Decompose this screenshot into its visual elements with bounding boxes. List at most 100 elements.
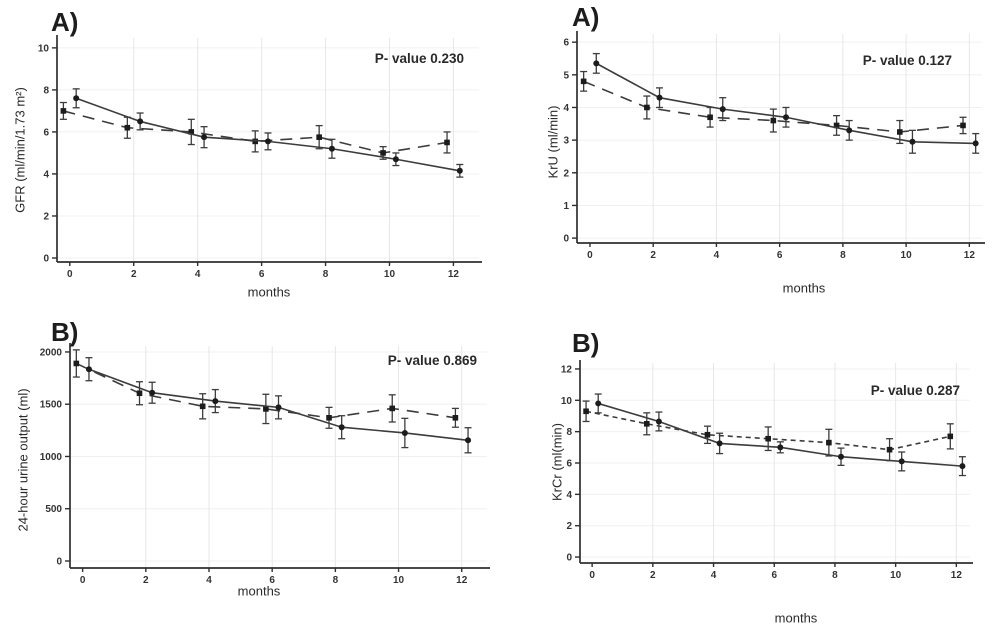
y-tick-label: 1 <box>563 201 569 212</box>
marker-square <box>826 439 832 446</box>
marker-circle <box>85 366 92 373</box>
marker-circle <box>719 106 726 113</box>
marker-circle <box>392 156 399 163</box>
x-tick-label: 12 <box>456 575 468 586</box>
p-value-urine: P- value 0.869 <box>387 353 477 368</box>
marker-circle <box>149 389 156 396</box>
marker-circle <box>838 453 845 460</box>
marker-circle <box>212 398 219 405</box>
marker-circle <box>655 418 662 425</box>
x-tick-label: 8 <box>840 250 846 261</box>
marker-circle <box>898 458 905 465</box>
x-axis-label-krcr: months <box>774 610 818 626</box>
x-tick-label: 0 <box>67 269 73 280</box>
y-tick-label: 8 <box>566 427 572 438</box>
y-tick-label: 5 <box>563 70 569 81</box>
marker-circle <box>595 400 602 407</box>
y-tick-label: 0 <box>56 556 62 567</box>
y-tick-label: 1000 <box>40 452 63 463</box>
x-tick-label: 6 <box>771 570 777 581</box>
x-tick-label: 8 <box>333 575 339 586</box>
y-tick-label: 8 <box>43 85 49 96</box>
x-tick-label: 2 <box>650 570 656 581</box>
x-axis-label-urine: months <box>237 583 281 599</box>
urine-output-plot: 0 2 4 6 8 10 12 2000 1500 1000 500 0 <box>40 343 490 586</box>
x-tick-label: 10 <box>901 250 913 261</box>
marker-square <box>643 421 650 427</box>
p-value-kru: P- value 0.127 <box>862 53 952 68</box>
marker-square <box>326 415 332 421</box>
marker-circle <box>456 167 463 174</box>
marker-square <box>389 405 396 412</box>
gfr-plot: 0 2 4 6 8 10 12 10 8 6 4 2 0 <box>38 35 482 280</box>
y-axis-label-gfr: GFR (ml/min/1.73 m²) <box>12 87 28 213</box>
marker-circle <box>972 140 979 147</box>
panel-label-krcr: B) <box>572 328 600 358</box>
marker-square <box>60 108 67 114</box>
x-tick-label: 0 <box>587 250 593 261</box>
marker-square <box>263 406 269 412</box>
y-tick-label: 6 <box>563 38 569 49</box>
p-value-gfr: P- value 0.230 <box>374 51 464 66</box>
marker-circle <box>656 94 663 101</box>
marker-square <box>704 431 711 438</box>
marker-square <box>770 117 777 124</box>
y-tick-label: 4 <box>43 169 49 180</box>
x-tick-label: 4 <box>195 269 201 280</box>
marker-circle <box>716 440 723 447</box>
y-axis-label-urine: 24-hour urine output (ml) <box>15 388 31 532</box>
marker-square <box>644 104 650 111</box>
y-tick-label: 6 <box>566 459 572 470</box>
marker-square <box>188 129 195 135</box>
marker-circle <box>73 95 80 102</box>
marker-circle <box>782 114 789 121</box>
y-tick-label: 2 <box>566 521 572 532</box>
x-tick-label: 6 <box>259 269 265 280</box>
x-tick-label: 10 <box>890 570 902 581</box>
panel-label-urine: B) <box>51 317 79 347</box>
x-tick-label: 2 <box>131 269 137 280</box>
x-axis-label-gfr: months <box>247 284 291 300</box>
x-tick-label: 10 <box>384 269 396 280</box>
x-tick-label: 8 <box>323 269 329 280</box>
y-tick-label: 6 <box>43 127 49 138</box>
marker-circle <box>909 138 916 145</box>
krcr-plot: 0 2 4 6 8 10 12 12 10 8 6 4 2 0 <box>561 360 973 581</box>
marker-circle <box>338 424 345 431</box>
marker-square <box>252 138 259 145</box>
x-tick-label: 6 <box>777 250 783 261</box>
x-tick-label: 10 <box>393 575 405 586</box>
x-tick-label: 0 <box>589 570 595 581</box>
y-tick-label: 500 <box>45 504 62 515</box>
x-tick-label: 8 <box>832 570 838 581</box>
y-tick-label: 3 <box>563 136 569 147</box>
marker-circle <box>328 145 335 152</box>
marker-square <box>316 134 322 140</box>
x-tick-label: 12 <box>964 250 976 261</box>
marker-square <box>124 124 131 131</box>
y-axis-label-krcr: KrCr (ml(min) <box>549 423 565 501</box>
x-tick-label: 12 <box>951 570 963 581</box>
marker-square <box>136 390 143 397</box>
marker-circle <box>846 127 853 134</box>
x-tick-label: 2 <box>143 575 149 586</box>
panel-label-kru: A) <box>572 2 600 32</box>
x-tick-label: 4 <box>711 570 717 581</box>
marker-circle <box>777 444 784 451</box>
marker-square <box>960 122 966 129</box>
marker-circle <box>593 60 600 67</box>
y-tick-label: 10 <box>561 396 573 407</box>
marker-circle <box>465 437 472 444</box>
x-tick-label: 12 <box>448 269 460 280</box>
panel-label-gfr: A) <box>51 7 79 37</box>
y-tick-label: 2 <box>563 168 569 179</box>
x-tick-label: 6 <box>269 575 275 586</box>
marker-circle <box>265 138 271 145</box>
marker-square <box>444 139 450 146</box>
y-tick-label: 12 <box>561 364 573 375</box>
marker-square <box>707 114 713 121</box>
y-tick-label: 2000 <box>40 347 63 358</box>
marker-square <box>833 122 840 129</box>
y-tick-label: 0 <box>566 553 572 564</box>
